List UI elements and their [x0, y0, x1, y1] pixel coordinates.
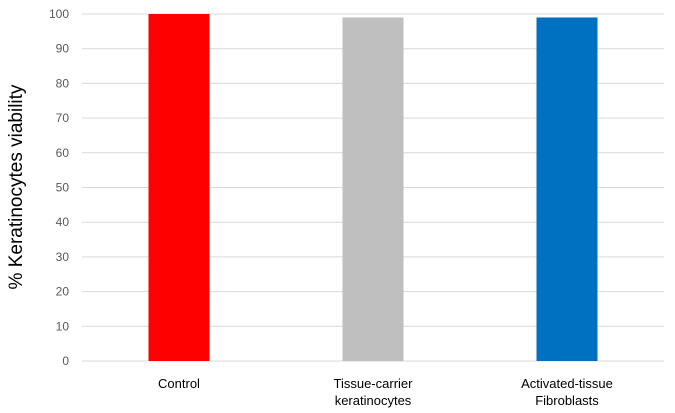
y-tick-label: 30 — [56, 250, 70, 264]
bar — [536, 17, 598, 361]
x-category-label: Tissue-carrier keratinocytes — [334, 376, 414, 408]
y-tick-label: 80 — [56, 76, 70, 90]
y-tick-label: 60 — [56, 146, 70, 160]
y-tick-label: 70 — [56, 111, 70, 125]
y-tick-label: 100 — [49, 7, 69, 21]
y-tick-label: 50 — [56, 181, 70, 195]
y-tick-label: 40 — [56, 215, 70, 229]
y-axis-tick-labels: 0 10 20 30 40 50 60 70 80 90 100 — [49, 7, 69, 368]
x-category-label: Activated-tissue Fibroblasts — [521, 376, 613, 408]
y-tick-label: 90 — [56, 42, 70, 56]
x-category-label: Control — [158, 376, 200, 391]
bar — [148, 14, 210, 361]
y-tick-label: 10 — [56, 319, 70, 333]
bars — [148, 14, 598, 361]
y-tick-label: 0 — [62, 354, 69, 368]
y-tick-label: 20 — [56, 285, 70, 299]
bar — [342, 17, 404, 361]
x-axis-category-labels: Control Tissue-carrier keratinocytes Activa… — [158, 376, 613, 408]
y-axis-title: % Keratinocytes viability — [6, 84, 27, 289]
